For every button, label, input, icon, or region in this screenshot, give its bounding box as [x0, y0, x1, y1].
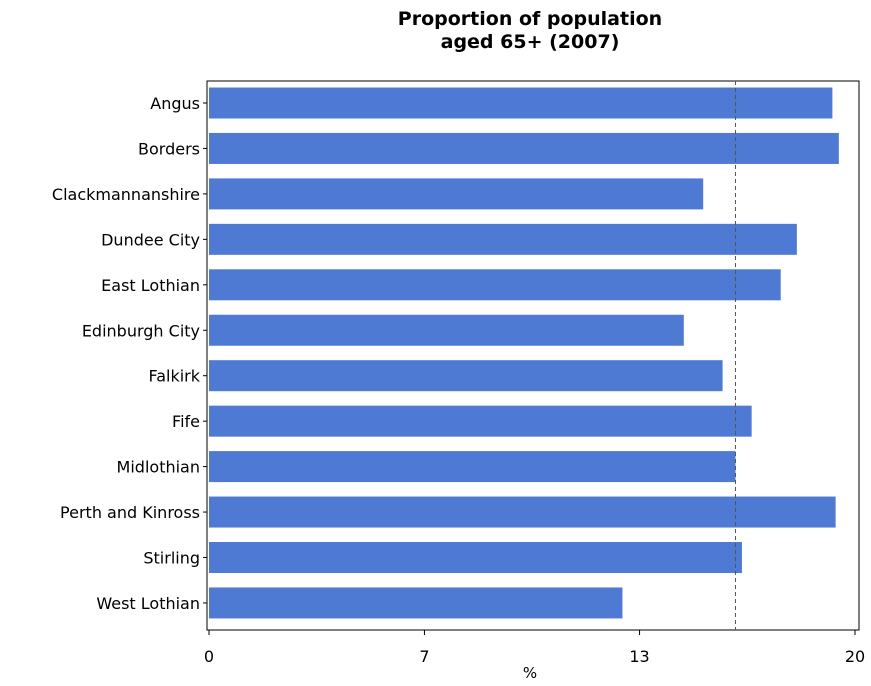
y-tick-label: Dundee City	[101, 230, 200, 249]
y-tick-label: Perth and Kinross	[60, 503, 200, 522]
bar-dundee-city	[209, 223, 797, 255]
chart-title-line-1: Proportion of population	[397, 8, 663, 30]
y-tick-label: Midlothian	[117, 458, 200, 477]
y-tick-label: Edinburgh City	[82, 321, 200, 340]
bar-west-lothian	[209, 587, 623, 619]
bar-falkirk	[209, 360, 723, 392]
y-tick-label: Borders	[138, 139, 200, 158]
y-tick-label: Clackmannanshire	[52, 185, 200, 204]
bar-borders	[209, 132, 839, 164]
y-tick-label: West Lothian	[96, 594, 200, 613]
x-tick-label: 13	[629, 647, 649, 666]
bar-perth-and-kinross	[209, 496, 836, 528]
x-tick-label: 0	[204, 647, 214, 666]
bar-edinburgh-city	[209, 314, 684, 346]
plot-area	[206, 80, 860, 631]
x-tick-label: 20	[845, 647, 865, 666]
chart-title-line-2: aged 65+ (2007)	[440, 31, 620, 53]
y-tick-label: East Lothian	[101, 276, 200, 295]
bar-angus	[209, 87, 833, 119]
x-tick-label: 7	[419, 647, 429, 666]
y-tick-label: Stirling	[143, 549, 200, 568]
bar-stirling	[209, 542, 742, 573]
bar-fife	[209, 405, 752, 437]
y-tick-label: Fife	[172, 412, 200, 431]
x-axis-label: %	[522, 664, 538, 682]
bar-clackmannanshire	[209, 178, 704, 210]
bar-midlothian	[209, 451, 736, 483]
y-tick-label: Angus	[150, 94, 200, 113]
chart-title: Proportion of population aged 65+ (2007)	[330, 8, 730, 54]
y-tick-label: Falkirk	[148, 367, 200, 386]
bar-east-lothian	[209, 269, 781, 301]
